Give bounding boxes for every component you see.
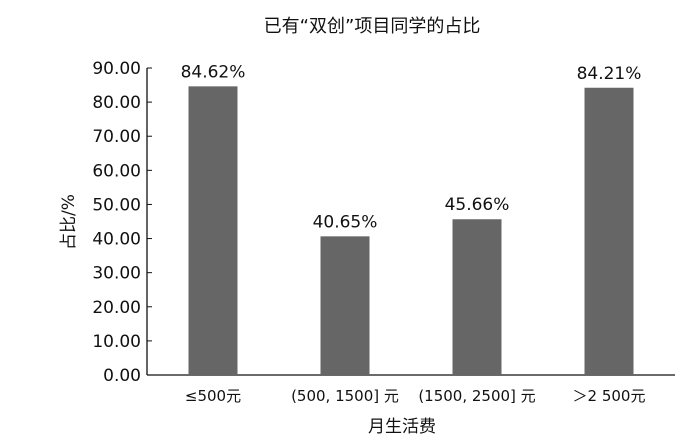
y-tick-label: 0.00 xyxy=(103,366,141,386)
y-tick-label: 10.00 xyxy=(92,332,141,352)
y-tick-label: 50.00 xyxy=(92,195,141,215)
data-label: 45.66% xyxy=(445,195,510,215)
x-tick-label: ≤500元 xyxy=(185,387,241,405)
chart-title: 已有“双创”项目同学的占比 xyxy=(264,16,481,37)
y-tick-label: 90.00 xyxy=(92,59,141,79)
y-tick-label: 80.00 xyxy=(92,93,141,113)
x-tick-label: (1500, 2500] 元 xyxy=(418,387,535,405)
x-axis-label: 月生活费 xyxy=(368,417,436,437)
y-tick-label: 70.00 xyxy=(92,127,141,147)
y-tick-label: 60.00 xyxy=(92,161,141,181)
bar xyxy=(320,236,370,375)
bar xyxy=(452,219,502,375)
x-tick-label: (500, 1500] 元 xyxy=(291,387,399,405)
data-label: 84.21% xyxy=(577,64,642,84)
bar xyxy=(584,87,634,375)
data-label: 84.62% xyxy=(181,62,246,82)
y-axis-label: 占比/% xyxy=(59,194,79,250)
x-tick-label: ＞2 500元 xyxy=(573,387,646,405)
y-tick-label: 30.00 xyxy=(92,264,141,284)
y-tick-label: 40.00 xyxy=(92,230,141,250)
y-tick-label: 20.00 xyxy=(92,298,141,318)
bar xyxy=(188,86,238,375)
data-label: 40.65% xyxy=(313,212,378,232)
